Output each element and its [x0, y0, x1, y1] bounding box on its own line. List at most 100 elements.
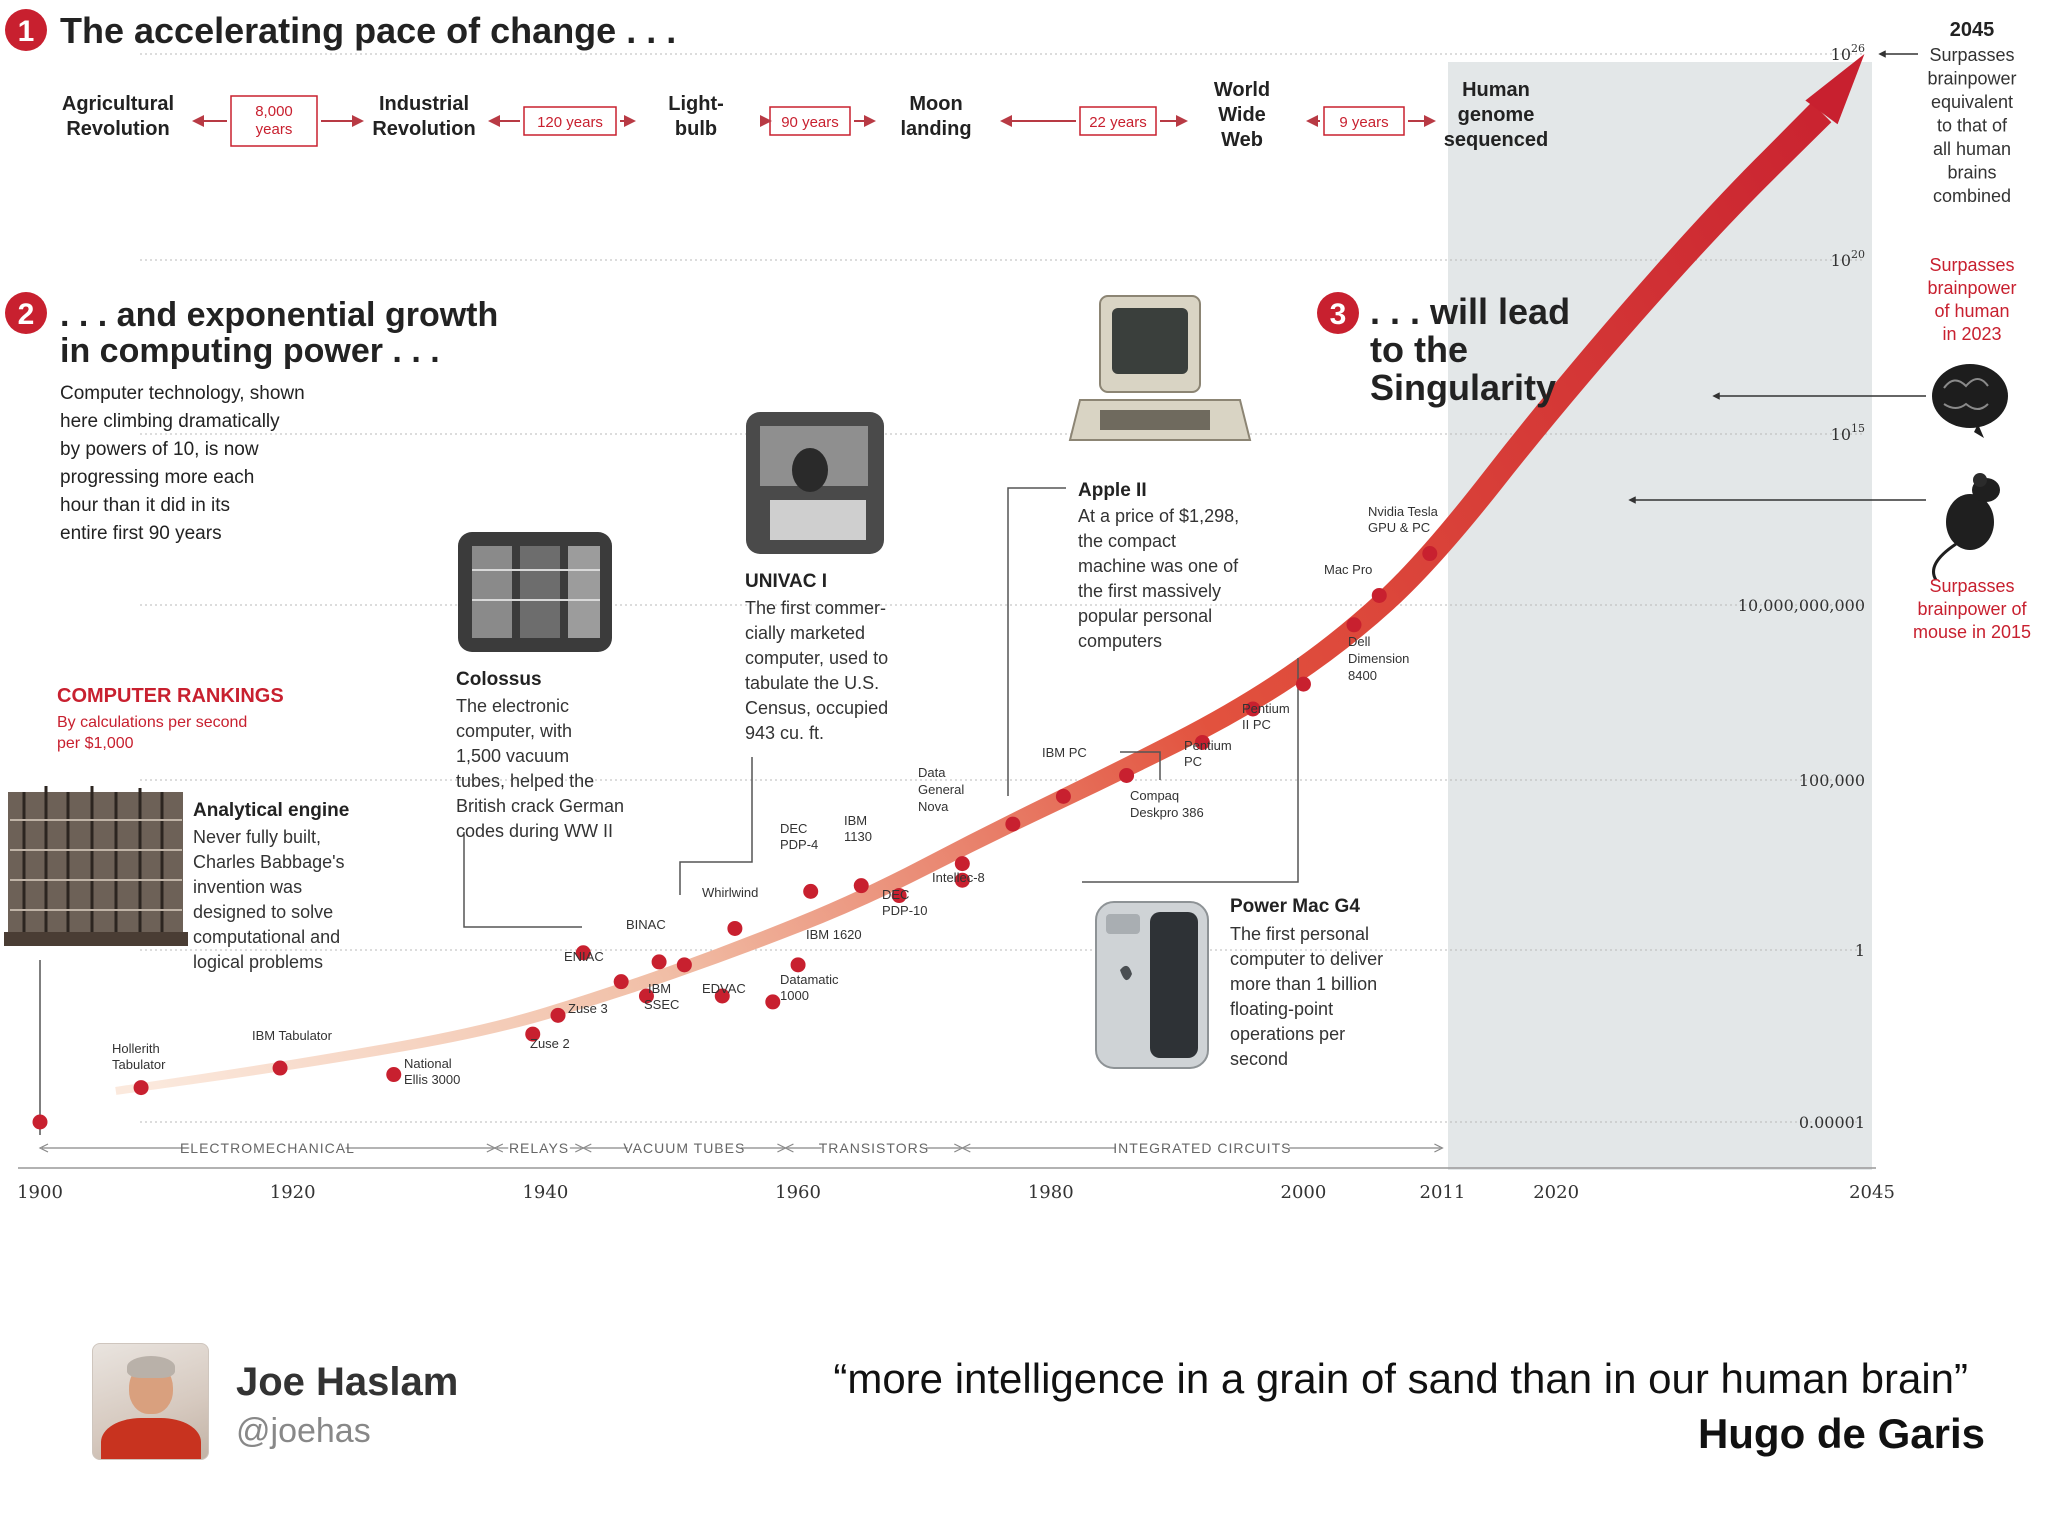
- section-1-title: The accelerating pace of change . . .: [60, 10, 676, 51]
- callout-apple-body-line: At a price of $1,298,: [1078, 506, 1239, 526]
- y-tick-label: 0.00001: [1799, 1113, 1865, 1132]
- surpasses-human-line: in 2023: [1942, 324, 2001, 344]
- x-tick-2045: 2045: [1849, 1182, 1895, 1203]
- label-data-general-3: Nova: [918, 799, 949, 814]
- label-ibm-1130-2: 1130: [844, 829, 872, 844]
- label-dec-pdp4-2: PDP-4: [780, 837, 818, 852]
- section-2-header: 2 . . . and exponential growth in comput…: [5, 292, 498, 544]
- callout-powermac-body-line: computer to deliver: [1230, 949, 1383, 969]
- label-mac-pro: Mac Pro: [1324, 562, 1372, 577]
- surpasses-mouse-line: mouse in 2015: [1913, 622, 2031, 642]
- label-dec-pdp4: DEC PDP-4: [780, 821, 818, 852]
- label-data-general: Data General Nova: [918, 765, 964, 814]
- label-ibm-tabulator: IBM Tabulator: [252, 1028, 333, 1043]
- y-tick-label: 1015: [1831, 422, 1865, 444]
- section-1-header: 1 The accelerating pace of change . . .: [5, 9, 676, 51]
- callout-analytical-body-line: computational and: [193, 927, 340, 947]
- label-dell-3: 8400: [1348, 668, 1377, 683]
- avatar-shirt: [101, 1418, 201, 1459]
- timeline-event-line: Light-: [668, 93, 724, 115]
- data-point: [272, 1060, 288, 1076]
- author-handle[interactable]: @joehas: [236, 1412, 371, 1450]
- univac-image: [746, 412, 884, 554]
- timeline-event-line: World: [1214, 79, 1270, 101]
- section-2-badge: [5, 292, 47, 334]
- callout-powermac-body-line: The first personal: [1230, 924, 1369, 944]
- callout-univac-body-line: 943 cu. ft.: [745, 723, 824, 743]
- surpasses-all-line: Surpasses: [1929, 45, 2014, 65]
- author-name[interactable]: Joe Haslam: [236, 1360, 459, 1404]
- rankings-subtitle-line: By calculations per second: [57, 714, 247, 731]
- surpasses-all-line: brains: [1947, 163, 1996, 183]
- timeline-interval-line: years: [256, 121, 293, 138]
- callout-univac-body-line: Census, occupied: [745, 698, 888, 718]
- surpasses-all-line: to that of: [1937, 116, 2008, 136]
- label-compaq-2: Deskpro 386: [1130, 805, 1204, 820]
- data-point: [133, 1080, 149, 1096]
- x-tick-1900: 1900: [17, 1182, 63, 1203]
- callout-colossus-body-line: 1,500 vacuum: [456, 746, 569, 766]
- timeline-event-line: Revolution: [372, 118, 475, 140]
- timeline-event-line: Moon: [909, 93, 962, 115]
- label-compaq: Compaq Deskpro 386: [1130, 788, 1204, 820]
- data-point: [1295, 676, 1311, 692]
- callout-colossus-title: Colossus: [456, 669, 542, 690]
- label-whirlwind: Whirlwind: [702, 885, 758, 900]
- callout-powermac-body-line: operations per: [1230, 1024, 1345, 1044]
- data-point: [1119, 767, 1135, 783]
- callout-univac-body: The first commer-cially marketed computer…: [745, 598, 888, 743]
- era-label: ELECTROMECHANICAL: [180, 1140, 355, 1156]
- surpasses-all-line: brainpower: [1927, 69, 2016, 89]
- timeline-event-label: World Wide Web: [1214, 79, 1270, 151]
- brain-icon: [1932, 364, 2008, 438]
- timeline-interval-label: 9 years: [1339, 114, 1388, 131]
- timeline-event-label: Human genome sequenced: [1444, 79, 1548, 151]
- data-point: [1194, 734, 1210, 750]
- timeline-interval-line: 120 years: [537, 114, 603, 131]
- callout-apple-body: At a price of $1,298, the compact machine …: [1078, 506, 1239, 651]
- point-labels: Hollerith Tabulator IBM Tabulator Nationa…: [112, 504, 1439, 1087]
- data-point: [676, 957, 692, 973]
- data-point: [954, 872, 970, 888]
- surpasses-mouse-line: brainpower of: [1917, 599, 2027, 619]
- callout-colossus-body-line: computer, with: [456, 721, 572, 741]
- data-point: [1055, 788, 1071, 804]
- timeline-event-line: sequenced: [1444, 129, 1548, 151]
- right-panel: 2045 Surpasses brainpower equivalent to tha…: [1628, 19, 2031, 642]
- data-point: [714, 988, 730, 1004]
- label-data-general-2: General: [918, 782, 964, 797]
- y-tick-base: 10: [1831, 251, 1851, 270]
- callout-analytical-body-line: invention was: [193, 877, 302, 897]
- future-panel: [1448, 62, 1872, 1170]
- data-point: [638, 988, 654, 1004]
- label-national-ellis-1: National: [404, 1056, 452, 1071]
- timeline-interval-label: 120 years: [537, 114, 603, 131]
- callout-powermac-title: Power Mac G4: [1230, 896, 1360, 917]
- callout-colossus-body: The electronic computer, with 1,500 vacuum…: [456, 696, 624, 841]
- callout-powermac-body: The first personal computer to deliver mor…: [1230, 924, 1383, 1069]
- callout-apple-body-line: the compact: [1078, 531, 1176, 551]
- label-zuse-2: Zuse 2: [530, 1036, 570, 1051]
- x-tick-labels: 1900 1920 1940 1960 1980 2000 2011 2020 2045: [17, 1182, 1895, 1203]
- rankings-subtitle: By calculations per second per $1,000: [57, 714, 247, 752]
- timeline-interval-line: 22 years: [1089, 114, 1147, 131]
- timeline-event-line: Web: [1221, 129, 1263, 151]
- label-dec-pdp10: DEC PDP-10: [882, 887, 928, 918]
- label-dec-pdp10-2: PDP-10: [882, 903, 928, 918]
- label-ibm-pc: IBM PC: [1042, 745, 1087, 760]
- callout-analytical-body-line: designed to solve: [193, 902, 333, 922]
- callout-leaders: [39, 487, 1299, 1135]
- section-2-body-line: Computer technology, shown: [60, 383, 305, 404]
- label-dell: Dell Dimension 8400: [1348, 634, 1409, 683]
- avatar[interactable]: [92, 1343, 209, 1460]
- timeline-interval-box: [769, 106, 851, 136]
- x-tick-2020: 2020: [1533, 1182, 1579, 1203]
- quote-author: Hugo de Garis: [1697, 1410, 1985, 1457]
- x-tick-2011: 2011: [1420, 1182, 1466, 1203]
- y-tick-label: 1026: [1831, 42, 1865, 64]
- section-3-title: . . . will lead to the Singularity: [1370, 291, 1570, 408]
- section-2-title-line1: . . . and exponential growth: [60, 296, 498, 334]
- label-hollerith: Hollerith Tabulator: [112, 1041, 166, 1072]
- analytical-engine-image: [4, 786, 188, 946]
- section-1-number: 1: [18, 15, 35, 48]
